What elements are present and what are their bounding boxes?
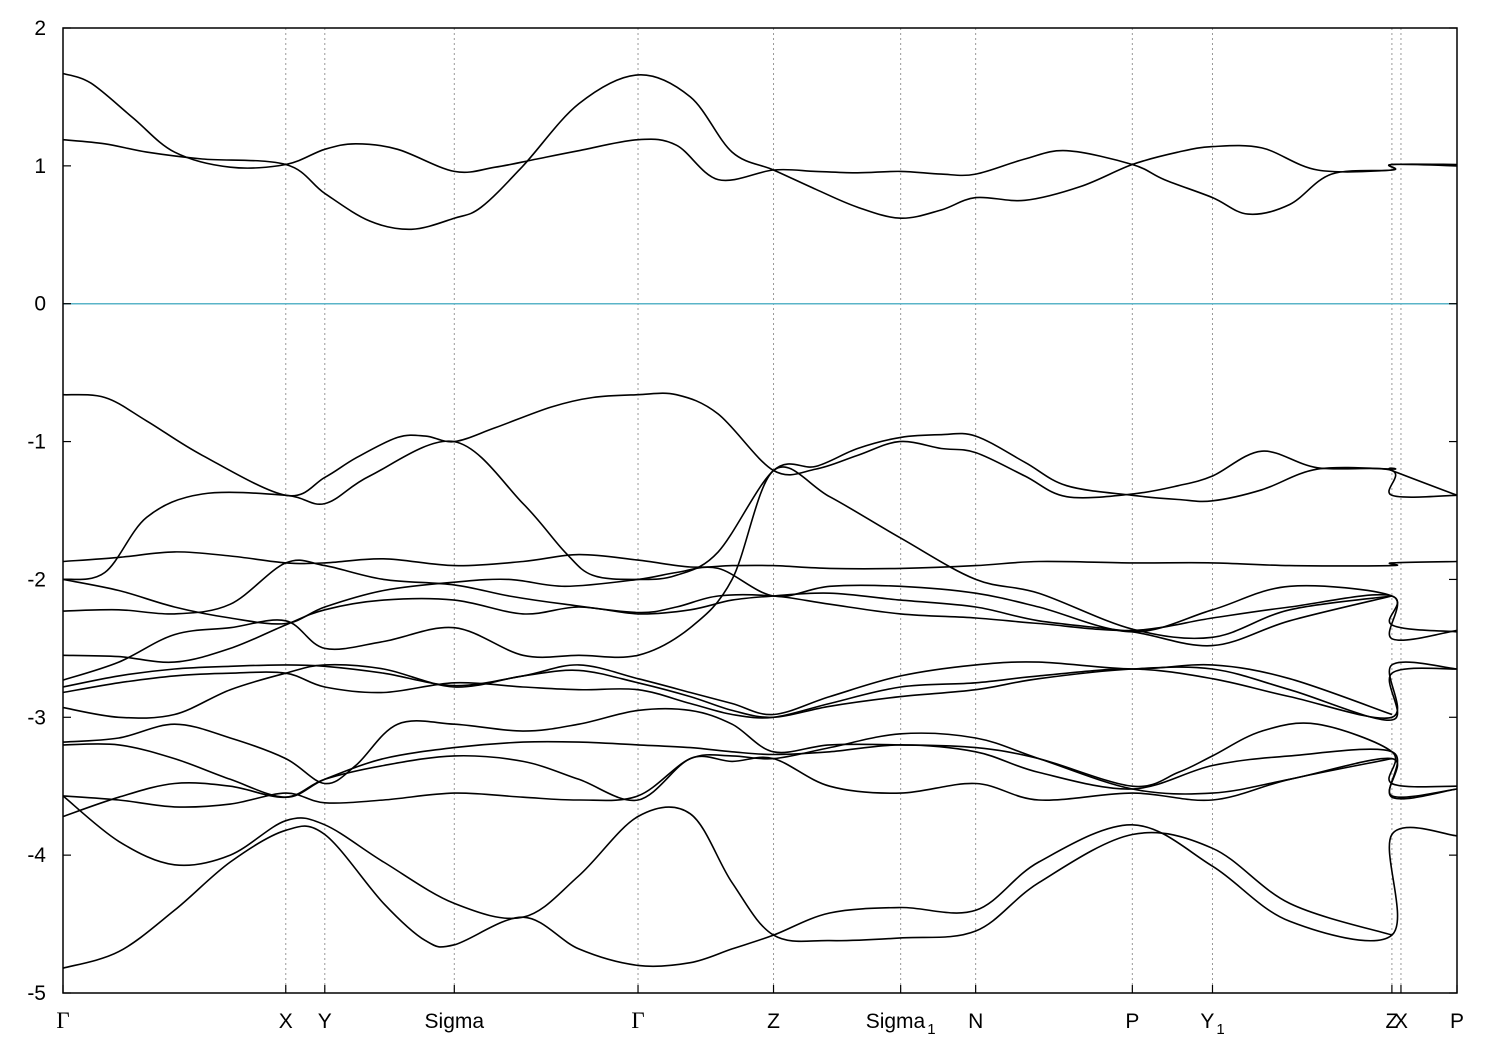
y-tick-label: 2: [34, 17, 46, 40]
band-line-12: [62, 663, 1458, 721]
kpoint-label-7: N: [968, 1010, 983, 1033]
x-axis: Γ X Y Sigma Γ Z Sigma 1 N P Y 1 ZX P: [56, 985, 1464, 1038]
band-line-15: [62, 732, 1458, 808]
band-line-8: [62, 592, 1393, 664]
band-line-16: [62, 754, 1393, 818]
y-tick-label: -5: [27, 982, 46, 1005]
kpoint-label-4: Γ: [631, 1008, 644, 1033]
y-tick-label: -2: [27, 568, 46, 591]
kpoint-label-8: P: [1125, 1010, 1139, 1033]
band-line-13: [62, 707, 1458, 788]
y-tick-label: -3: [27, 706, 46, 729]
y-tick-label: -4: [27, 844, 46, 867]
kpoint-label-12: P: [1450, 1010, 1464, 1033]
band-line-17: [62, 795, 1393, 943]
kpoint-label-10: Z: [1385, 1010, 1398, 1033]
band-line-2: [62, 74, 1458, 231]
band-line-7: [62, 559, 1458, 641]
kpoint-label-11: X: [1394, 1010, 1408, 1033]
kpoint-gridlines: [285, 28, 1402, 993]
band-lines: [62, 72, 1458, 969]
kpoint-label-0: Γ: [56, 1008, 69, 1033]
kpoint-label-5: Z: [767, 1010, 780, 1033]
kpoint-label-3: Sigma: [425, 1010, 485, 1033]
kpoint-label-2: Y: [318, 1010, 332, 1033]
plot-frame: [62, 27, 1458, 994]
y-tick-label: -1: [27, 431, 46, 454]
kpoint-label-1: X: [279, 1010, 293, 1033]
y-tick-label: 0: [34, 293, 46, 316]
band-line-18: [62, 823, 1458, 969]
band-line-6: [62, 566, 1458, 633]
y-tick-label: 1: [34, 155, 46, 178]
y-axis: 2 1 0 -1 -2 -3 -4 -5: [27, 17, 1457, 1005]
band-line-3: [62, 392, 1458, 499]
band-line-9: [62, 466, 1393, 681]
